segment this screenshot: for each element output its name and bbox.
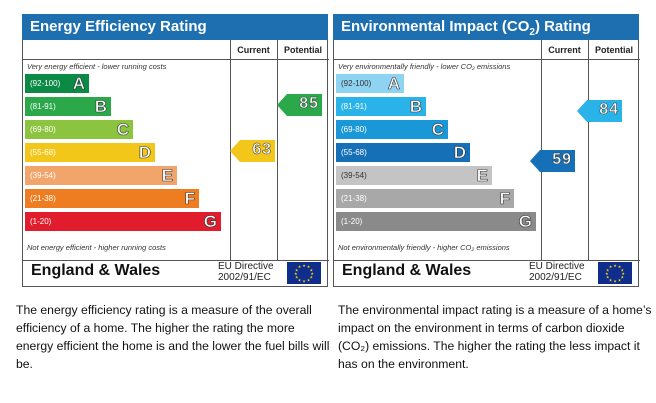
- energy-band-a: (92-100) A: [25, 74, 89, 93]
- svg-text:★: ★: [606, 267, 610, 272]
- energy-top-note: Very energy efficient - lower running co…: [27, 62, 167, 71]
- energy-col-current: Current: [237, 45, 270, 55]
- energy-band-b: (81-91) B: [25, 97, 111, 116]
- energy-directive: EU Directive 2002/91/EC: [218, 261, 274, 283]
- environment-band-d: (55-68) D: [336, 143, 470, 162]
- svg-text:★: ★: [609, 264, 613, 269]
- environment-potential-value: 84: [599, 101, 619, 119]
- energy-band-e: (39-54) E: [25, 166, 177, 185]
- energy-efficiency-panel: Energy Efficiency Rating Current Potenti…: [22, 14, 329, 287]
- svg-text:★: ★: [310, 275, 314, 280]
- environment-potential-marker: 84: [577, 100, 622, 122]
- energy-potential-marker: 85: [277, 94, 322, 116]
- svg-text:★: ★: [613, 279, 617, 284]
- energy-col-potential: Potential: [283, 45, 322, 55]
- energy-footer: England & Wales EU Directive 2002/91/EC …: [23, 259, 327, 286]
- svg-text:★: ★: [310, 267, 314, 272]
- environment-col-potential: Potential: [594, 45, 633, 55]
- svg-text:★: ★: [606, 275, 610, 280]
- environment-band-g: (1-20) G: [336, 212, 536, 231]
- svg-text:★: ★: [613, 263, 617, 268]
- svg-text:★: ★: [298, 278, 302, 283]
- energy-band-d: (55-68) D: [25, 143, 155, 162]
- environment-col-current: Current: [548, 45, 581, 55]
- environment-current-value: 59: [552, 151, 572, 169]
- environment-band-a: (92-100) A: [336, 74, 404, 93]
- energy-current-marker: 63: [230, 140, 275, 162]
- svg-text:★: ★: [302, 263, 306, 268]
- energy-chart: Current Potential Very energy efficient …: [22, 40, 329, 287]
- environment-description: The environmental impact rating is a mea…: [338, 303, 652, 371]
- environment-band-f: (21-38) F: [336, 189, 514, 208]
- svg-text:★: ★: [302, 279, 306, 284]
- svg-text:★: ★: [295, 267, 299, 272]
- energy-current-value: 63: [252, 141, 272, 159]
- svg-text:★: ★: [295, 275, 299, 280]
- environment-band-b: (81-91) B: [336, 97, 426, 116]
- environmental-impact-panel: Environmental Impact (CO2) Rating Curren…: [333, 14, 640, 287]
- environment-footer: England & Wales EU Directive 2002/91/EC …: [334, 259, 638, 286]
- energy-band-f: (21-38) F: [25, 189, 199, 208]
- energy-band-g: (1-20) G: [25, 212, 221, 231]
- energy-bottom-note: Not energy efficient - higher running co…: [27, 243, 166, 252]
- eu-flag-icon: ★ ★ ★ ★ ★ ★ ★ ★ ★ ★ ★ ★: [287, 262, 321, 284]
- svg-text:★: ★: [307, 278, 311, 283]
- svg-text:★: ★: [298, 264, 302, 269]
- environment-bottom-note: Not environmentally friendly - higher CO…: [338, 243, 510, 252]
- environment-band-c: (69-80) C: [336, 120, 448, 139]
- energy-region: England & Wales: [31, 262, 161, 279]
- energy-potential-value: 85: [299, 95, 319, 113]
- energy-description: The energy efficiency rating is a measur…: [16, 303, 330, 371]
- environment-current-marker: 59: [530, 150, 575, 172]
- svg-text:★: ★: [621, 275, 625, 280]
- svg-text:★: ★: [618, 278, 622, 283]
- energy-band-c: (69-80) C: [25, 120, 133, 139]
- svg-text:★: ★: [310, 271, 314, 276]
- environment-directive: EU Directive 2002/91/EC: [529, 261, 585, 283]
- svg-text:★: ★: [294, 271, 298, 276]
- svg-text:★: ★: [307, 264, 311, 269]
- environment-region: England & Wales: [342, 262, 472, 279]
- environment-title: Environmental Impact (CO2) Rating: [333, 14, 639, 40]
- svg-text:★: ★: [605, 271, 609, 276]
- svg-text:★: ★: [618, 264, 622, 269]
- environment-top-note: Very environmentally friendly - lower CO…: [338, 62, 511, 71]
- energy-title: Energy Efficiency Rating: [22, 14, 328, 40]
- environment-band-e: (39-54) E: [336, 166, 492, 185]
- svg-text:★: ★: [621, 267, 625, 272]
- environment-chart: Current Potential Very environmentally f…: [333, 40, 640, 287]
- svg-text:★: ★: [621, 271, 625, 276]
- svg-text:★: ★: [609, 278, 613, 283]
- eu-flag-icon: ★ ★ ★ ★ ★ ★ ★ ★ ★ ★ ★ ★: [598, 262, 632, 284]
